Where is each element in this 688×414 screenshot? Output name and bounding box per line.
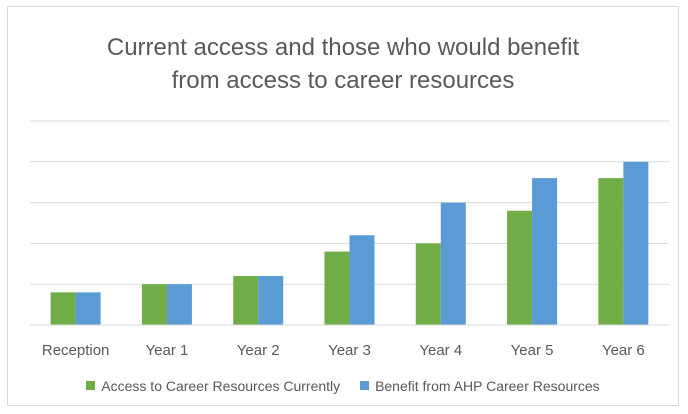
- bar-benefit-year-1: [166, 284, 192, 325]
- bar-benefit-year-4: [440, 202, 466, 325]
- bar-access-year-6: [598, 178, 624, 325]
- bar-access-year-3: [324, 251, 350, 325]
- legend-item-access: Access to Career Resources Currently: [86, 378, 340, 394]
- x-tick-label: Year 3: [328, 342, 371, 359]
- legend-item-benefit: Benefit from AHP Career Resources: [360, 378, 600, 394]
- bar-access-year-4: [415, 243, 441, 325]
- bar-benefit-reception: [75, 292, 101, 325]
- bar-benefit-year-6: [623, 161, 649, 325]
- bar-access-year-2: [233, 276, 259, 325]
- x-tick-label: Year 5: [511, 342, 554, 359]
- legend-swatch-benefit: [360, 381, 370, 390]
- bars: [50, 161, 649, 325]
- bar-benefit-year-2: [258, 276, 284, 325]
- chart-title-line-1: Current access and those who would benef…: [106, 34, 580, 61]
- x-tick-label: Reception: [42, 342, 110, 359]
- x-tick-label: Year 6: [602, 342, 645, 359]
- bar-benefit-year-5: [532, 178, 558, 325]
- x-tick-labels: Reception Year 1 Year 2 Year 3 Year 4 Year 5 Y…: [42, 342, 645, 359]
- chart-title-line-2: from access to career resources: [171, 67, 515, 94]
- legend: Access to Career Resources Currently Ben…: [8, 377, 678, 394]
- bar-benefit-year-3: [349, 235, 375, 325]
- bar-access-year-1: [141, 284, 167, 325]
- chart-frame: Current access and those who would benef…: [7, 6, 679, 406]
- plot-area: Reception Year 1 Year 2 Year 3 Year 4 Year 5 Y…: [30, 120, 669, 359]
- x-tick-label: Year 1: [146, 342, 189, 359]
- x-tick-label: Year 2: [237, 342, 280, 359]
- bar-access-reception: [50, 292, 76, 325]
- legend-swatch-access: [86, 381, 96, 390]
- legend-label-benefit: Benefit from AHP Career Resources: [375, 377, 600, 394]
- legend-label-access: Access to Career Resources Currently: [101, 377, 341, 394]
- x-tick-label: Year 4: [419, 342, 462, 359]
- bar-access-year-5: [507, 210, 533, 325]
- chart-title: Current access and those who would benef…: [8, 31, 678, 97]
